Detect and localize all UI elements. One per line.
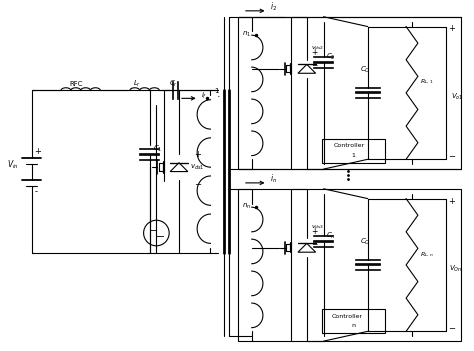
Text: $v_{ds2}$: $v_{ds2}$ bbox=[311, 44, 324, 52]
Text: $V_{in}$: $V_{in}$ bbox=[7, 158, 18, 171]
Text: $C_O$: $C_O$ bbox=[360, 65, 370, 75]
Text: $-$: $-$ bbox=[448, 322, 456, 331]
Bar bbox=[238, 17, 461, 169]
Text: $C_n$: $C_n$ bbox=[327, 231, 336, 241]
Text: $i_f$: $i_f$ bbox=[201, 90, 207, 100]
Text: $C_2$: $C_2$ bbox=[327, 52, 336, 62]
Text: +: + bbox=[311, 227, 317, 236]
Text: $R_{L,1}$: $R_{L,1}$ bbox=[420, 78, 433, 86]
Text: $i_n$: $i_n$ bbox=[271, 173, 278, 185]
Text: $v_{ds1}$: $v_{ds1}$ bbox=[190, 163, 204, 172]
Text: 1: 1 bbox=[351, 153, 355, 158]
Text: $C_r$: $C_r$ bbox=[169, 79, 178, 89]
Text: 1: 1 bbox=[214, 88, 219, 94]
Text: $i_2$: $i_2$ bbox=[271, 1, 277, 13]
Text: $C_1$: $C_1$ bbox=[154, 144, 163, 154]
Text: .: . bbox=[216, 90, 220, 99]
Text: -: - bbox=[35, 187, 37, 196]
Text: $C_O$: $C_O$ bbox=[360, 237, 370, 247]
Text: RFC: RFC bbox=[69, 80, 82, 87]
Text: $L_r$: $L_r$ bbox=[133, 79, 141, 89]
Text: $-$: $-$ bbox=[194, 178, 202, 187]
Text: $V_{o1}$: $V_{o1}$ bbox=[451, 91, 464, 101]
Text: $-$: $-$ bbox=[311, 238, 319, 247]
Text: $-$: $-$ bbox=[448, 150, 456, 159]
Bar bbox=[238, 189, 461, 341]
Text: Controller: Controller bbox=[333, 144, 365, 148]
Bar bbox=[321, 139, 385, 163]
Text: $R_{L,n}$: $R_{L,n}$ bbox=[420, 250, 433, 259]
Text: n: n bbox=[351, 323, 355, 329]
Text: $V_{On}$: $V_{On}$ bbox=[449, 263, 463, 273]
Text: +: + bbox=[35, 147, 41, 157]
Bar bbox=[321, 309, 385, 333]
Text: $v_{ds3}$: $v_{ds3}$ bbox=[311, 223, 324, 231]
Text: +: + bbox=[448, 25, 455, 33]
Text: +: + bbox=[194, 150, 201, 159]
Text: $n_n$: $n_n$ bbox=[242, 201, 251, 211]
Text: $-$: $-$ bbox=[311, 59, 319, 68]
Text: Controller: Controller bbox=[331, 313, 363, 319]
Text: $n_1$: $n_1$ bbox=[242, 29, 251, 39]
Text: +: + bbox=[448, 197, 455, 206]
Text: +: + bbox=[311, 48, 317, 57]
